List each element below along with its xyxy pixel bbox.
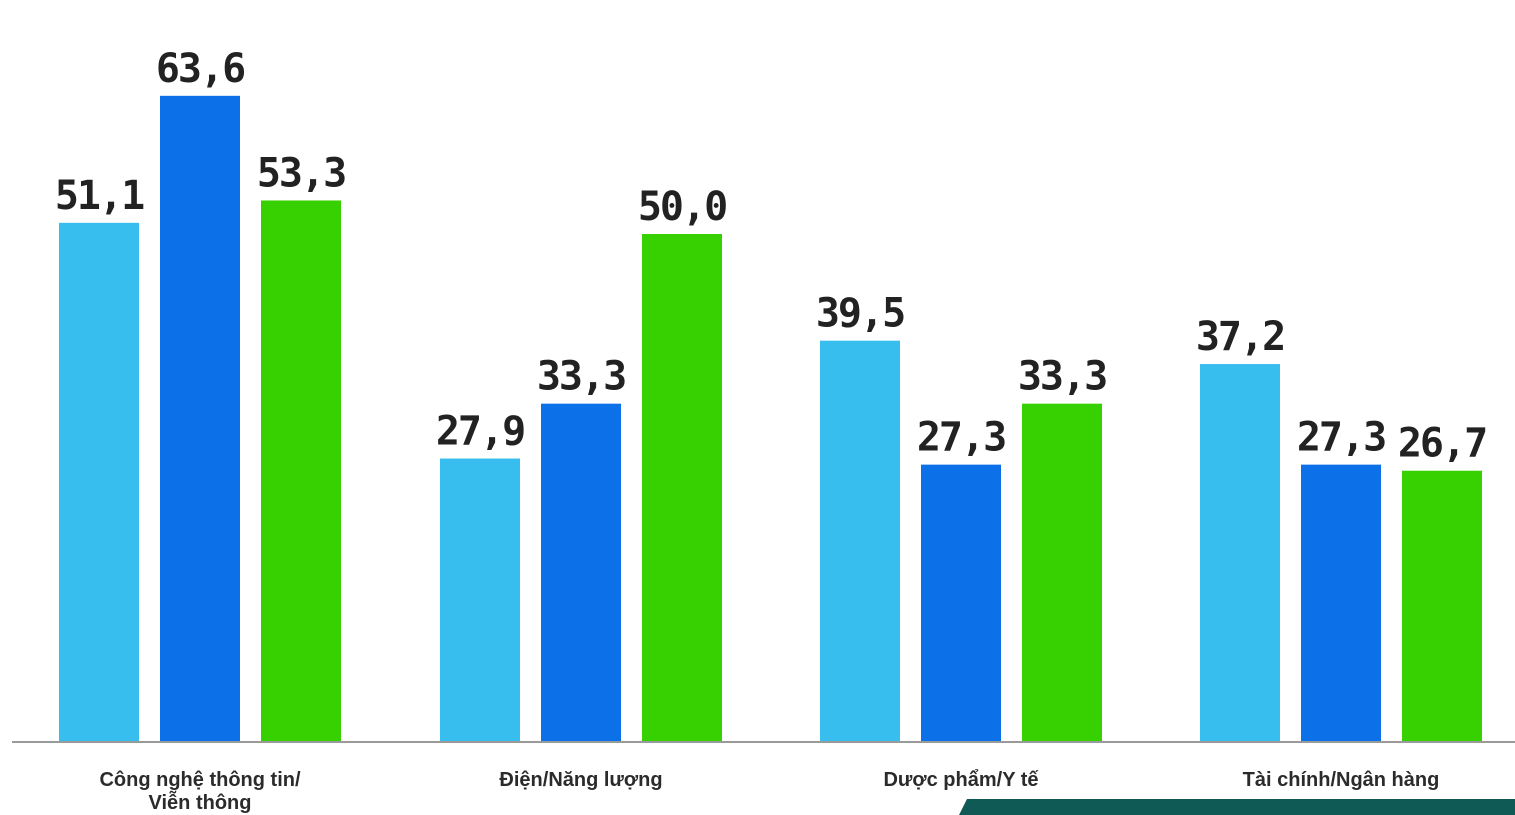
value-label-series-1-category-1: 51,1 [55, 173, 144, 219]
value-labels-layer: 51,1 27,9 39,5 37,2 63,6 33,3 27,3 27,3 53,3 50,0… [55, 46, 1488, 467]
bar-series-2-category-4 [1301, 464, 1381, 742]
category-label-1-line-1: Công nghệ thông tin/ [99, 769, 300, 791]
bar-series-2-category-2 [541, 403, 621, 742]
value-label-series-3-category-3: 33,3 [1018, 354, 1106, 400]
value-label-series-1-category-4: 37,2 [1196, 314, 1284, 360]
category-label-3-line-1: Dược phẩm/Y tế [883, 769, 1039, 791]
bar-series-1-category-4 [1200, 364, 1280, 742]
bar-series-1-category-1 [59, 222, 139, 743]
value-label-series-3-category-1: 53,3 [257, 150, 345, 196]
category-label-2-line-1: Điện/Năng lượng [499, 769, 662, 791]
value-label-series-2-category-1: 63,6 [156, 46, 244, 92]
value-label-series-1-category-2: 27,9 [436, 409, 524, 455]
bar-series-2-category-3 [921, 464, 1001, 742]
bar-series-3-category-2 [642, 234, 722, 742]
bar-series-2-category-1 [160, 95, 240, 743]
category-label-4-line-1: Tài chính/Ngân hàng [1243, 769, 1440, 791]
value-label-series-2-category-2: 33,3 [537, 354, 625, 400]
bar-series-1-category-3 [820, 340, 900, 742]
category-labels-layer: Công nghệ thông tin/Viễn thông Điện/Năng … [99, 769, 1439, 814]
category-label-1-line-2: Viễn thông [149, 790, 252, 814]
value-label-series-3-category-4: 26,7 [1398, 421, 1486, 467]
bar-series-1-category-2 [440, 458, 520, 742]
bar-series-3-category-4 [1402, 470, 1482, 742]
value-label-series-3-category-2: 50,0 [638, 184, 726, 230]
bar-series-3-category-1 [261, 200, 341, 743]
value-label-series-1-category-3: 39,5 [816, 291, 904, 337]
corner-accent-band [959, 799, 1515, 815]
value-label-series-2-category-3: 27,3 [917, 415, 1005, 461]
bars-layer [59, 95, 1482, 743]
value-label-series-2-category-4: 27,3 [1297, 415, 1385, 461]
bar-series-3-category-3 [1022, 403, 1102, 742]
